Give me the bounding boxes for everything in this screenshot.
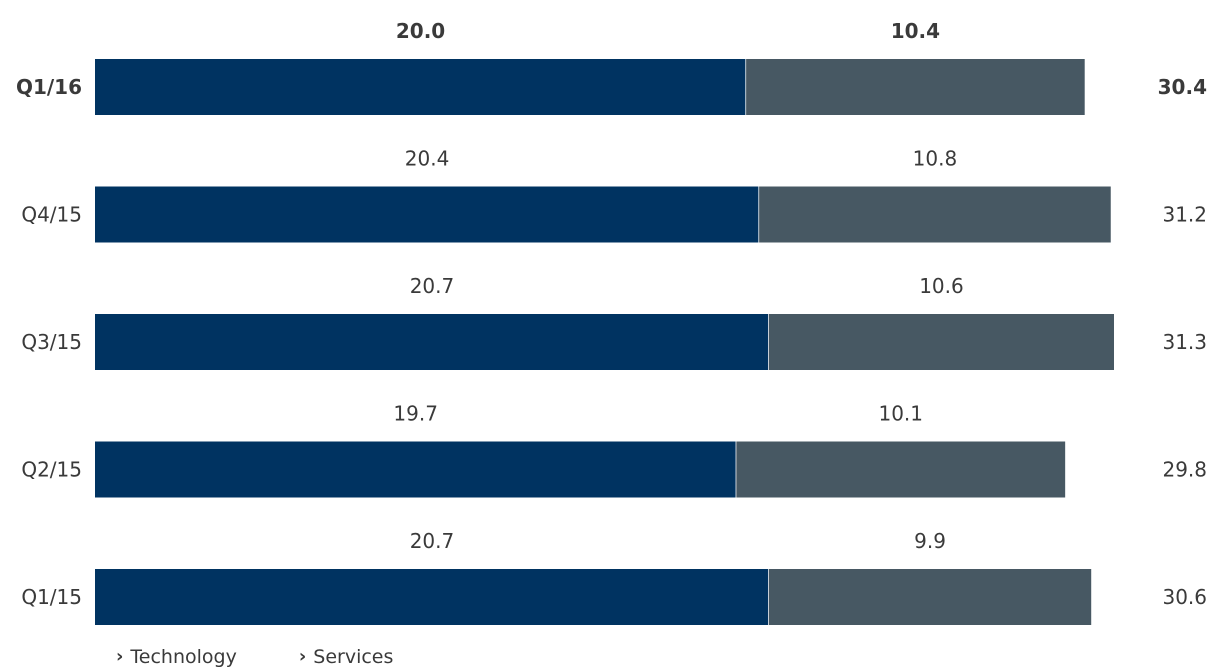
bar-services-q1-16	[746, 59, 1085, 115]
bar-technology-q1-16	[95, 59, 747, 115]
legend: › Technology › Services	[116, 646, 393, 668]
total-label-q1-15: 30.6	[1162, 585, 1207, 609]
value-label-services-q1-16: 10.4	[891, 19, 940, 43]
total-label-q2-15: 29.8	[1162, 458, 1207, 482]
bar-services-q2-15	[736, 441, 1066, 498]
value-label-services-q1-15: 9.9	[914, 529, 946, 553]
category-label-q1-16: Q1/16	[16, 75, 82, 99]
category-label-q4-15: Q4/15	[21, 203, 82, 227]
category-label-q3-15: Q3/15	[21, 330, 82, 354]
chevron-right-icon: ›	[116, 646, 124, 667]
legend-label-technology: Technology	[130, 646, 237, 668]
value-label-technology-q3-15: 20.7	[410, 274, 455, 298]
bar-services-q1-15	[768, 569, 1092, 625]
value-label-services-q4-15: 10.8	[913, 147, 958, 171]
value-label-technology-q1-16: 20.0	[396, 19, 445, 43]
value-label-technology-q4-15: 20.4	[405, 147, 450, 171]
category-label-q2-15: Q2/15	[21, 458, 82, 482]
bar-services-q3-15	[768, 314, 1114, 370]
bar-services-q4-15	[759, 186, 1111, 243]
total-label-q3-15: 31.3	[1162, 330, 1207, 354]
value-label-services-q3-15: 10.6	[919, 274, 964, 298]
bar-technology-q1-15	[95, 569, 769, 625]
value-label-technology-q2-15: 19.7	[393, 402, 438, 426]
value-label-services-q2-15: 10.1	[878, 402, 923, 426]
category-label-q1-15: Q1/15	[21, 585, 82, 609]
legend-item-technology: › Technology	[116, 646, 237, 668]
bar-technology-q2-15	[95, 441, 737, 498]
legend-label-services: Services	[313, 646, 394, 668]
total-label-q4-15: 31.2	[1162, 203, 1207, 227]
bar-technology-q4-15	[95, 186, 760, 243]
value-label-technology-q1-15: 20.7	[410, 529, 455, 553]
total-label-q1-16: 30.4	[1158, 75, 1207, 99]
bar-technology-q3-15	[95, 314, 769, 370]
chevron-right-icon: ›	[298, 646, 307, 667]
legend-item-services: › Services	[299, 646, 394, 668]
